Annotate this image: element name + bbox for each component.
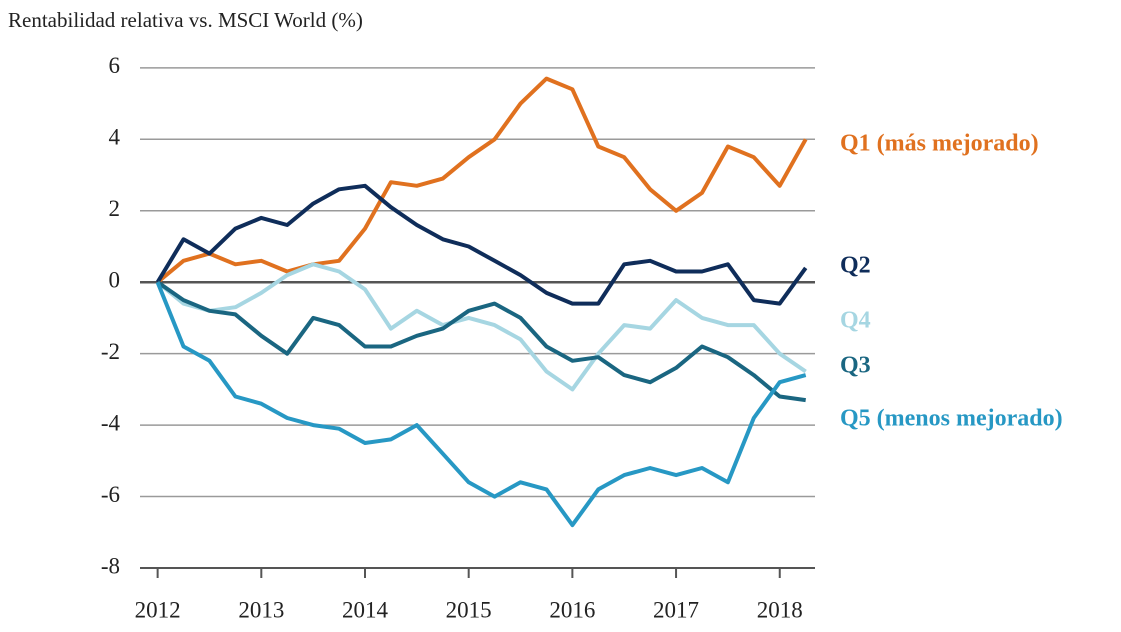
y-tick-label: -8 [101,553,120,578]
x-tick-label: 2013 [238,597,284,622]
series-label: Q4 [840,308,871,334]
y-tick-label: -2 [101,339,120,364]
x-tick-label: 2014 [342,597,389,622]
x-tick-label: 2017 [653,597,699,622]
series-label: Q1 (más mejorado) [840,131,1039,157]
y-tick-label: 6 [109,53,121,78]
y-tick-label: 2 [109,196,121,221]
chart-title: Rentabilidad relativa vs. MSCI World (%) [8,8,363,32]
series-line [156,262,807,392]
series-line [156,76,808,284]
y-tick-label: 4 [109,125,121,150]
series-line [155,183,808,306]
x-tick-label: 2016 [549,597,595,622]
x-tick-label: 2018 [757,597,803,622]
series-line [155,281,807,528]
y-tick-label: 0 [109,267,121,292]
y-tick-label: -6 [101,482,120,507]
series-label: Q3 [840,353,871,379]
series-label: Q2 [840,253,871,279]
x-tick-label: 2012 [135,597,181,622]
series-line [156,280,806,403]
series-label: Q5 (menos mejorado) [840,406,1063,432]
y-tick-label: -4 [101,410,121,435]
x-tick-label: 2015 [446,597,492,622]
